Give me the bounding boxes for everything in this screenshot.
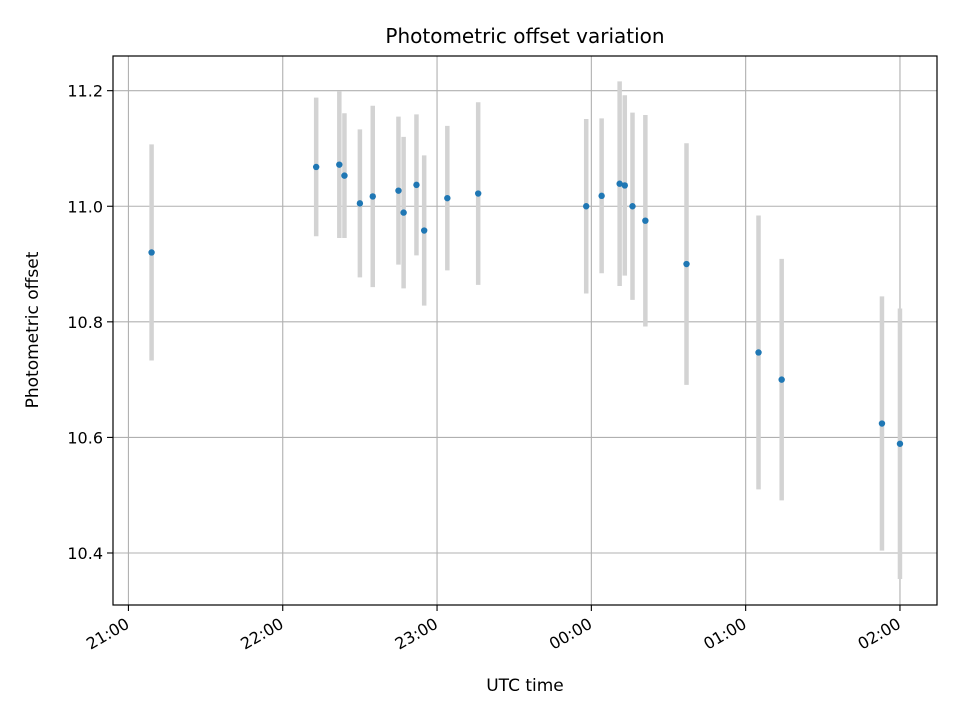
data-point xyxy=(356,200,364,207)
data-point xyxy=(629,203,636,210)
y-tick-label: 10.6 xyxy=(67,428,103,447)
y-tick-label: 10.4 xyxy=(67,544,103,563)
y-tick-label: 11.0 xyxy=(67,197,103,216)
y-tick-label: 10.8 xyxy=(67,313,103,332)
data-point xyxy=(896,440,904,447)
data-point xyxy=(474,190,482,197)
y-tick-label: 11.2 xyxy=(67,82,103,101)
data-point xyxy=(413,181,420,189)
data-point xyxy=(642,217,649,224)
data-point xyxy=(598,192,605,200)
data-point xyxy=(420,227,428,234)
data-point xyxy=(148,249,155,256)
data-point xyxy=(621,182,628,189)
y-axis-ticks: 10.4 10.6 10.8 11.0 11.2 xyxy=(67,82,113,563)
data-point xyxy=(336,161,343,168)
grid-layer xyxy=(113,56,937,605)
data-point xyxy=(616,180,623,187)
data-point xyxy=(878,420,886,427)
data-point xyxy=(400,209,407,216)
plot-frame xyxy=(112,55,938,606)
data-point xyxy=(778,376,785,383)
chart-title: Photometric offset variation xyxy=(385,24,664,48)
data-point-layer xyxy=(148,161,904,447)
data-point xyxy=(341,172,348,179)
data-point xyxy=(444,194,451,202)
data-point xyxy=(395,187,402,194)
y-axis-label: Photometric offset xyxy=(23,251,43,408)
data-point xyxy=(683,260,690,268)
data-point xyxy=(369,193,376,200)
data-point xyxy=(583,203,590,210)
data-point xyxy=(312,163,320,171)
data-point xyxy=(755,349,762,356)
x-axis-label: UTC time xyxy=(486,676,564,696)
